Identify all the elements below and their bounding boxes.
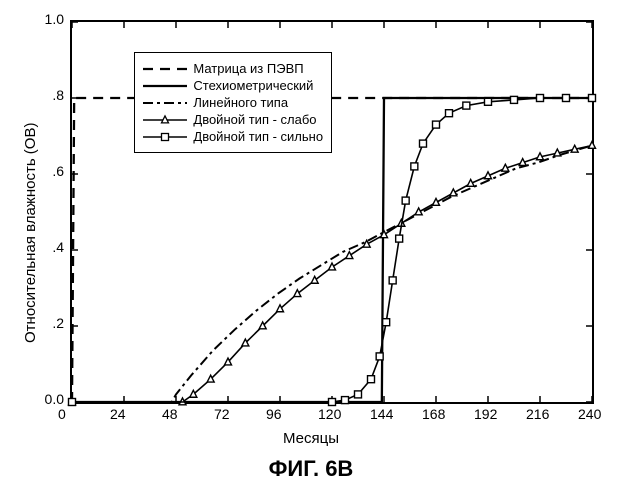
x-tick-label: 144	[370, 406, 393, 422]
y-tick-label: .8	[52, 87, 64, 103]
legend-swatch	[143, 96, 187, 110]
x-tick-label: 0	[58, 406, 66, 422]
figure: Матрица из ПЭВП Стехиометрический Линейног…	[0, 0, 622, 500]
x-tick-label: 216	[526, 406, 549, 422]
legend-box: Матрица из ПЭВП Стехиометрический Линейног…	[134, 52, 332, 153]
legend-item: Двойной тип - слабо	[143, 112, 323, 127]
legend-item: Матрица из ПЭВП	[143, 61, 323, 76]
y-tick-label: .6	[52, 163, 64, 179]
y-tick-label: .2	[52, 315, 64, 331]
legend-label: Двойной тип - сильно	[193, 129, 323, 144]
y-tick-label: .4	[52, 239, 64, 255]
legend-item: Линейного типа	[143, 95, 323, 110]
x-axis-label: Месяцы	[0, 430, 622, 447]
y-tick-label: 1.0	[45, 11, 64, 27]
x-tick-label: 240	[578, 406, 601, 422]
legend-label: Стехиометрический	[193, 78, 313, 93]
legend-label: Матрица из ПЭВП	[193, 61, 303, 76]
x-tick-label: 192	[474, 406, 497, 422]
legend-label: Двойной тип - слабо	[193, 112, 316, 127]
legend-swatch	[143, 130, 187, 144]
figure-caption: ФИГ. 6В	[0, 456, 622, 482]
legend-item: Двойной тип - сильно	[143, 129, 323, 144]
plot-area: Матрица из ПЭВП Стехиометрический Линейног…	[70, 20, 594, 404]
legend-item: Стехиометрический	[143, 78, 323, 93]
legend-swatch	[143, 62, 187, 76]
x-tick-label: 96	[266, 406, 282, 422]
y-tick-label: 0.0	[45, 391, 64, 407]
x-tick-label: 24	[110, 406, 126, 422]
legend-swatch	[143, 79, 187, 93]
legend-label: Линейного типа	[193, 95, 288, 110]
x-tick-label: 48	[162, 406, 178, 422]
x-tick-label: 72	[214, 406, 230, 422]
x-tick-label: 120	[318, 406, 341, 422]
legend-swatch	[143, 113, 187, 127]
x-tick-label: 168	[422, 406, 445, 422]
y-axis-label: Относительная влажность (ОВ)	[22, 123, 39, 343]
